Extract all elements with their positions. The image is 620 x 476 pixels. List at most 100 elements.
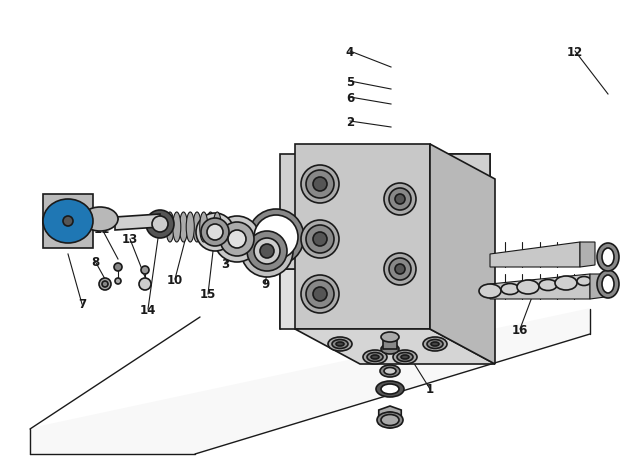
Text: 12: 12 xyxy=(292,278,308,291)
Text: 15: 15 xyxy=(200,288,216,301)
Ellipse shape xyxy=(82,208,118,231)
Ellipse shape xyxy=(228,230,246,248)
Ellipse shape xyxy=(306,170,334,198)
Ellipse shape xyxy=(201,218,229,247)
Text: 3: 3 xyxy=(221,258,229,271)
Polygon shape xyxy=(490,242,580,268)
Ellipse shape xyxy=(260,245,274,258)
Text: 14: 14 xyxy=(140,303,156,316)
Ellipse shape xyxy=(381,332,399,342)
Ellipse shape xyxy=(254,238,280,265)
Ellipse shape xyxy=(376,381,404,397)
Ellipse shape xyxy=(384,368,396,375)
Polygon shape xyxy=(115,215,160,230)
Polygon shape xyxy=(280,155,370,329)
Ellipse shape xyxy=(254,216,298,259)
Ellipse shape xyxy=(43,199,93,244)
Ellipse shape xyxy=(200,213,208,242)
Circle shape xyxy=(114,263,122,271)
Ellipse shape xyxy=(380,365,400,377)
Ellipse shape xyxy=(306,280,334,308)
Ellipse shape xyxy=(301,220,339,258)
Ellipse shape xyxy=(395,195,405,205)
Polygon shape xyxy=(490,275,590,299)
Ellipse shape xyxy=(313,178,327,192)
Polygon shape xyxy=(280,155,490,269)
Ellipse shape xyxy=(384,253,416,286)
Polygon shape xyxy=(580,242,595,268)
Polygon shape xyxy=(383,337,397,349)
Ellipse shape xyxy=(49,205,87,238)
Ellipse shape xyxy=(102,281,108,288)
Ellipse shape xyxy=(207,225,223,240)
Ellipse shape xyxy=(397,353,413,362)
Ellipse shape xyxy=(220,223,254,257)
Ellipse shape xyxy=(431,342,439,346)
Ellipse shape xyxy=(247,231,287,271)
Text: 11: 11 xyxy=(94,223,110,236)
Ellipse shape xyxy=(213,213,221,242)
Ellipse shape xyxy=(423,337,447,351)
Ellipse shape xyxy=(241,226,293,278)
Text: 13: 13 xyxy=(122,233,138,246)
Text: 7: 7 xyxy=(78,298,86,311)
Polygon shape xyxy=(295,329,495,364)
Text: 6: 6 xyxy=(346,91,354,104)
Ellipse shape xyxy=(43,199,93,244)
Text: 2: 2 xyxy=(346,115,354,128)
Ellipse shape xyxy=(602,248,614,267)
Ellipse shape xyxy=(597,270,619,298)
Ellipse shape xyxy=(173,213,181,242)
Ellipse shape xyxy=(313,232,327,247)
Polygon shape xyxy=(82,209,118,230)
Ellipse shape xyxy=(328,337,352,351)
Ellipse shape xyxy=(597,244,619,271)
Polygon shape xyxy=(430,145,495,364)
Ellipse shape xyxy=(539,280,557,291)
Ellipse shape xyxy=(332,340,348,349)
Ellipse shape xyxy=(389,188,411,210)
Ellipse shape xyxy=(381,344,399,354)
Ellipse shape xyxy=(336,342,344,346)
Circle shape xyxy=(141,267,149,275)
Ellipse shape xyxy=(381,384,399,394)
Ellipse shape xyxy=(401,355,409,359)
Text: 9: 9 xyxy=(261,278,269,291)
Ellipse shape xyxy=(389,258,411,280)
Ellipse shape xyxy=(196,214,234,251)
Polygon shape xyxy=(295,145,430,329)
Polygon shape xyxy=(30,309,590,454)
Polygon shape xyxy=(379,406,401,422)
Ellipse shape xyxy=(301,166,339,204)
Ellipse shape xyxy=(166,213,174,242)
Ellipse shape xyxy=(517,280,539,294)
Ellipse shape xyxy=(206,213,215,242)
Polygon shape xyxy=(280,269,490,329)
Ellipse shape xyxy=(377,412,403,428)
Ellipse shape xyxy=(577,277,591,286)
Ellipse shape xyxy=(193,213,201,242)
Ellipse shape xyxy=(63,217,73,227)
Ellipse shape xyxy=(381,415,399,426)
Text: eReplacementParts.com: eReplacementParts.com xyxy=(234,238,386,251)
Ellipse shape xyxy=(395,265,405,275)
Ellipse shape xyxy=(501,284,519,295)
Ellipse shape xyxy=(427,340,443,349)
Text: 5: 5 xyxy=(346,75,354,89)
Ellipse shape xyxy=(152,217,168,232)
Ellipse shape xyxy=(306,226,334,253)
Ellipse shape xyxy=(248,209,304,266)
Ellipse shape xyxy=(301,276,339,313)
Ellipse shape xyxy=(313,288,327,301)
Ellipse shape xyxy=(186,213,194,242)
Ellipse shape xyxy=(179,213,188,242)
Polygon shape xyxy=(43,195,93,248)
Polygon shape xyxy=(370,155,490,269)
Text: 4: 4 xyxy=(346,45,354,59)
Ellipse shape xyxy=(384,184,416,216)
Text: 16: 16 xyxy=(512,323,528,336)
Text: 12: 12 xyxy=(567,45,583,59)
Polygon shape xyxy=(379,412,401,428)
Ellipse shape xyxy=(393,350,417,364)
Ellipse shape xyxy=(555,277,577,290)
